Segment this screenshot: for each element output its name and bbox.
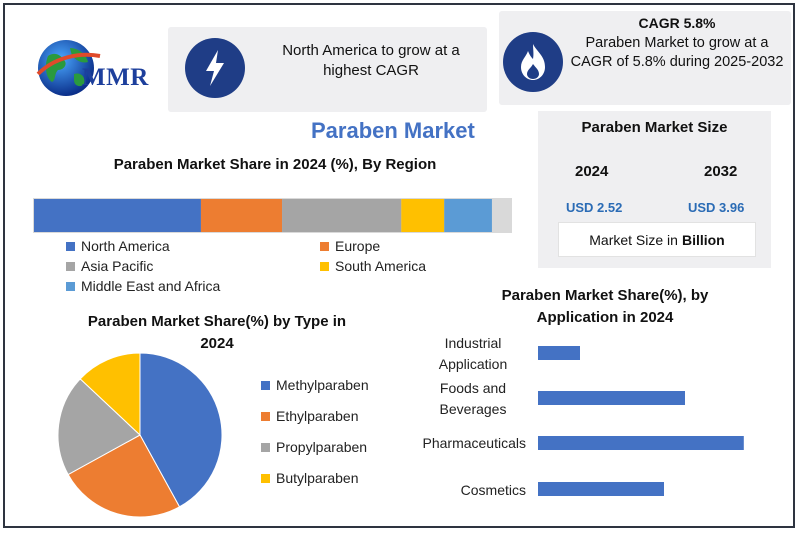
- year-2024-label: 2024: [575, 163, 609, 180]
- legend-swatch: [66, 241, 75, 251]
- legend-label: Europe: [335, 238, 381, 254]
- type-legend-item-propylparaben: Propylparaben: [261, 439, 367, 455]
- highlight-card-cagr: CAGR 5.8% Paraben Market to grow at a CA…: [499, 11, 791, 105]
- flame-icon: [503, 32, 563, 92]
- region-segment-middle-east-and-africa: [444, 199, 492, 232]
- legend-label: North America: [81, 238, 170, 254]
- region-legend-item-north-america: North America: [66, 238, 170, 254]
- year-2032-label: 2032: [704, 163, 738, 180]
- market-size-title: Paraben Market Size: [581, 119, 728, 136]
- region-legend-item-middle-east-and-africa: Middle East and Africa: [66, 278, 220, 294]
- region-chart-title: Paraben Market Share in 2024 (%), By Reg…: [113, 156, 437, 173]
- page-title: Paraben Market: [311, 118, 475, 143]
- legend-swatch: [320, 261, 329, 271]
- application-label-foods-and-beverages: Foods and Beverages: [439, 380, 507, 417]
- type-legend-item-butylparaben: Butylparaben: [261, 470, 359, 486]
- legend-label: Butylparaben: [276, 470, 359, 486]
- market-size-panel: Paraben Market Size 2024 2032 USD 2.52 U…: [538, 111, 771, 268]
- legend-label: South America: [335, 258, 427, 274]
- application-chart-title: Paraben Market Share(%), by Application …: [501, 287, 709, 326]
- cagr-heading: CAGR 5.8%: [638, 15, 716, 31]
- application-bar-cosmetics: [538, 482, 664, 496]
- logo-text: MMR: [82, 64, 149, 91]
- application-label-pharmaceuticals: Pharmaceuticals: [422, 435, 527, 451]
- highlight-card-growth: North America to grow at a highest CAGR: [168, 27, 487, 112]
- type-legend-item-ethylparaben: Ethylparaben: [261, 408, 359, 424]
- legend-swatch: [261, 411, 270, 421]
- legend-swatch: [66, 281, 75, 291]
- region-segment-south-america: [401, 199, 445, 232]
- growth-text: North America to grow at a highest CAGR: [282, 42, 460, 79]
- unit-prefix: Market Size in: [589, 231, 678, 248]
- type-chart-title: Paraben Market Share(%) by Type in 2024: [87, 313, 347, 352]
- market-size-unit-note: Market Size in Billion: [558, 222, 756, 257]
- region-segment-europe: [200, 199, 283, 232]
- legend-label: Ethylparaben: [276, 408, 359, 424]
- legend-label: Asia Pacific: [81, 258, 154, 274]
- brand-logo: [34, 34, 152, 104]
- region-legend-item-asia-pacific: Asia Pacific: [66, 258, 153, 274]
- pie-slice-propylparaben: [57, 378, 141, 476]
- region-legend-item-south-america: South America: [320, 258, 426, 274]
- application-bar-pharmaceuticals: [538, 436, 744, 450]
- infographic-frame: [3, 3, 795, 528]
- unit-value: Billion: [681, 231, 725, 248]
- pie-slice-methylparaben: [139, 352, 223, 508]
- legend-label: Methylparaben: [276, 377, 369, 393]
- region-legend-item-europe: Europe: [320, 238, 380, 254]
- application-bar-foods-and-beverages: [538, 391, 685, 405]
- region-segment-asia-pacific: [282, 199, 402, 232]
- application-label-industrial-application: Industrial Application: [438, 335, 508, 372]
- pie-slice-butylparaben: [79, 352, 141, 437]
- pie-slice-ethylparaben: [67, 434, 181, 518]
- region-segment-north-america: [34, 199, 201, 232]
- legend-swatch: [261, 442, 270, 452]
- legend-swatch: [261, 380, 270, 390]
- type-legend-item-methylparaben: Methylparaben: [261, 377, 369, 393]
- cagr-text: Paraben Market to grow at a CAGR of 5.8%…: [570, 35, 784, 70]
- legend-swatch: [320, 241, 329, 251]
- lightning-icon: [185, 38, 245, 98]
- application-label-cosmetics: Cosmetics: [460, 482, 526, 498]
- legend-label: Propylparaben: [276, 439, 368, 455]
- legend-swatch: [66, 261, 75, 271]
- value-2024: USD 2.52: [566, 200, 623, 215]
- globe-icon: [36, 40, 101, 96]
- application-bar-industrial-application: [538, 346, 580, 360]
- legend-label: Middle East and Africa: [81, 278, 221, 294]
- value-2032: USD 3.96: [688, 200, 745, 215]
- legend-swatch: [261, 473, 270, 483]
